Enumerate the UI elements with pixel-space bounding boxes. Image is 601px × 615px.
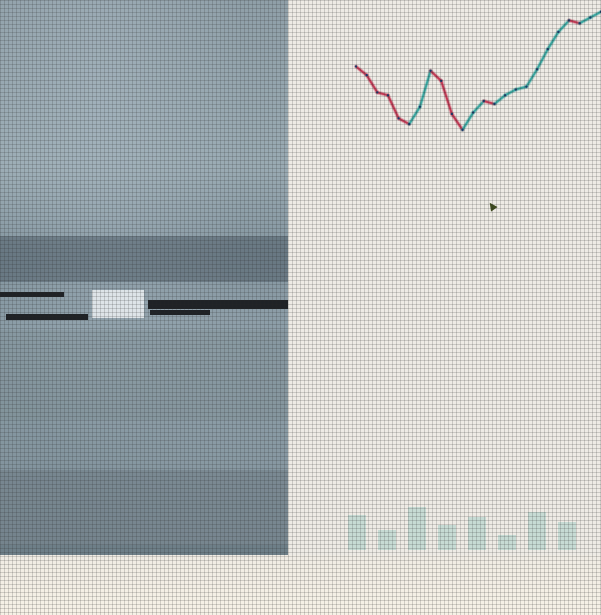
chart-line-segment: [514, 85, 528, 91]
chart-point: [482, 99, 486, 103]
chart-line-segment: [376, 91, 389, 97]
photo-highlight: [92, 290, 144, 318]
chart-line-segment: [525, 68, 539, 88]
faded-volume-bar: [498, 535, 516, 550]
chart-line-segment: [418, 69, 432, 108]
chart-line-segment: [408, 105, 421, 126]
chart-line-segment: [450, 113, 464, 131]
chart-point: [397, 117, 400, 120]
chart-point: [514, 88, 517, 91]
chart-panel: [288, 0, 601, 555]
chart-point: [535, 68, 539, 71]
chart-point: [578, 22, 581, 25]
chart-line-segment: [536, 48, 549, 71]
chart-point: [471, 111, 475, 114]
chart-point: [503, 94, 507, 97]
photo-band: [0, 470, 288, 555]
chart-line-segment: [461, 111, 475, 131]
chart-line-segment: [568, 19, 581, 25]
faded-volume-bars: [348, 500, 588, 550]
chart-line-segment: [589, 10, 601, 19]
chart-point: [408, 122, 411, 126]
price-line-chart: [354, 9, 601, 132]
photo-panel: [0, 0, 288, 555]
chart-point: [525, 85, 528, 88]
chart-line-segment: [472, 100, 485, 114]
chart-line-segment: [440, 79, 453, 115]
photo-bottom-edge: [0, 545, 288, 555]
chart-point: [440, 79, 443, 83]
photo-dark-stripe: [150, 310, 210, 315]
photo-dark-stripe: [0, 292, 64, 297]
chart-line-segment: [546, 30, 560, 51]
faded-volume-bar: [528, 512, 546, 550]
chart-point: [386, 94, 390, 97]
chart-point: [450, 112, 454, 116]
photo-band: [0, 330, 288, 420]
chart-line-segment: [355, 65, 368, 77]
faded-volume-bar: [558, 522, 576, 550]
chart-point: [461, 128, 464, 132]
photo-band: [0, 236, 288, 282]
chart-caption: [388, 433, 548, 447]
faded-volume-bar: [468, 517, 486, 550]
photo-dark-stripe: [6, 314, 88, 320]
chart-line-segment: [482, 100, 496, 105]
chart-point: [376, 91, 379, 94]
chart-line-segment: [365, 74, 379, 94]
faded-volume-bar: [348, 515, 366, 550]
chart-point: [546, 48, 549, 51]
chart-point: [354, 65, 358, 68]
chart-line-segment: [493, 94, 507, 105]
monitor-bottom-strip: [0, 555, 601, 615]
faded-volume-bar: [408, 507, 426, 550]
chart-line-segment: [386, 94, 400, 120]
chart-line-segment: [557, 19, 571, 33]
faded-volume-bar: [438, 525, 456, 550]
photo-dark-stripe: [148, 300, 288, 309]
chart-point: [365, 73, 368, 77]
chart-point: [589, 16, 592, 19]
chart-line-segment: [504, 88, 517, 97]
chart-point: [418, 105, 422, 109]
chart-point: [567, 19, 571, 22]
chart-line-segment: [429, 69, 443, 82]
faded-volume-bar: [378, 530, 396, 550]
chart-line-segment: [578, 16, 592, 25]
chart-point: [557, 30, 560, 34]
chart-point: [429, 69, 432, 73]
chart-line-segment: [397, 117, 411, 126]
chart-point: [493, 102, 496, 106]
arrow-cursor-icon: [486, 200, 498, 212]
